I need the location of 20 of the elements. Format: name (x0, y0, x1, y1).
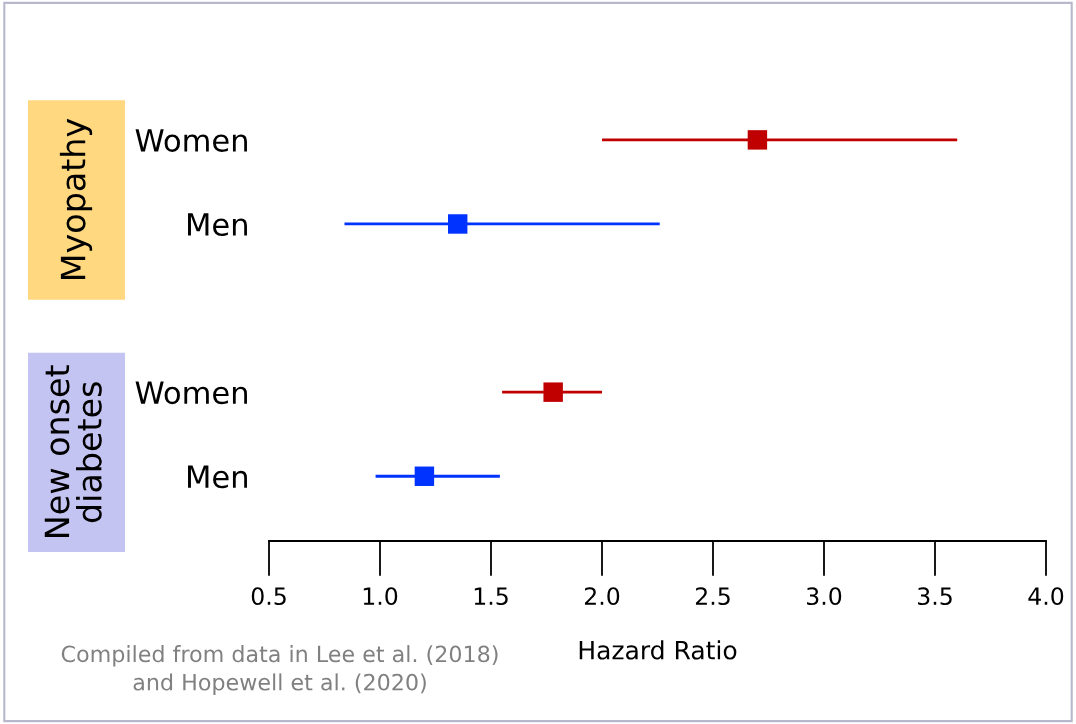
y-tick-label: Women (135, 381, 247, 405)
y-tick-label: Women (135, 129, 247, 152)
x-tick-label: 1.5 (474, 587, 508, 606)
y-tick-label: Men (188, 213, 247, 237)
x-tick-label: 0.5 (251, 587, 286, 606)
point (414, 466, 435, 486)
y-tick-label: Men (188, 465, 247, 489)
x-axis-title: Hazard Ratio (579, 640, 737, 660)
x-tick-label: 3.0 (807, 587, 842, 606)
point (543, 382, 563, 402)
text: New onset diabetes (44, 365, 102, 537)
point (747, 130, 768, 150)
point (447, 214, 468, 234)
text: Compiled from data in Lee et al. (2018) and Hopewell et al. (2020) (61, 645, 498, 695)
x-tick-label: 1.0 (363, 587, 398, 606)
x-tick-label: 4.0 (1028, 587, 1064, 606)
x-tick-label: 2.0 (584, 587, 620, 606)
x-tick-label: 2.5 (695, 587, 730, 606)
x-tick-label: 3.5 (918, 587, 952, 606)
text: Myopathy (59, 118, 93, 279)
